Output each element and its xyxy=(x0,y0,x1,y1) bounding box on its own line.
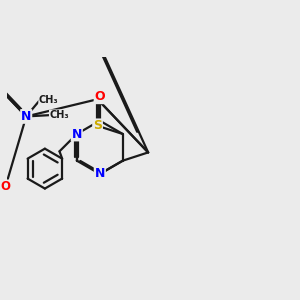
Text: N: N xyxy=(21,110,32,123)
Text: O: O xyxy=(0,180,11,194)
Text: N: N xyxy=(72,128,82,140)
Text: N: N xyxy=(94,167,105,180)
Text: CH₃: CH₃ xyxy=(39,95,58,106)
Text: S: S xyxy=(93,119,102,132)
Text: CH₃: CH₃ xyxy=(50,110,69,120)
Text: O: O xyxy=(94,90,105,103)
